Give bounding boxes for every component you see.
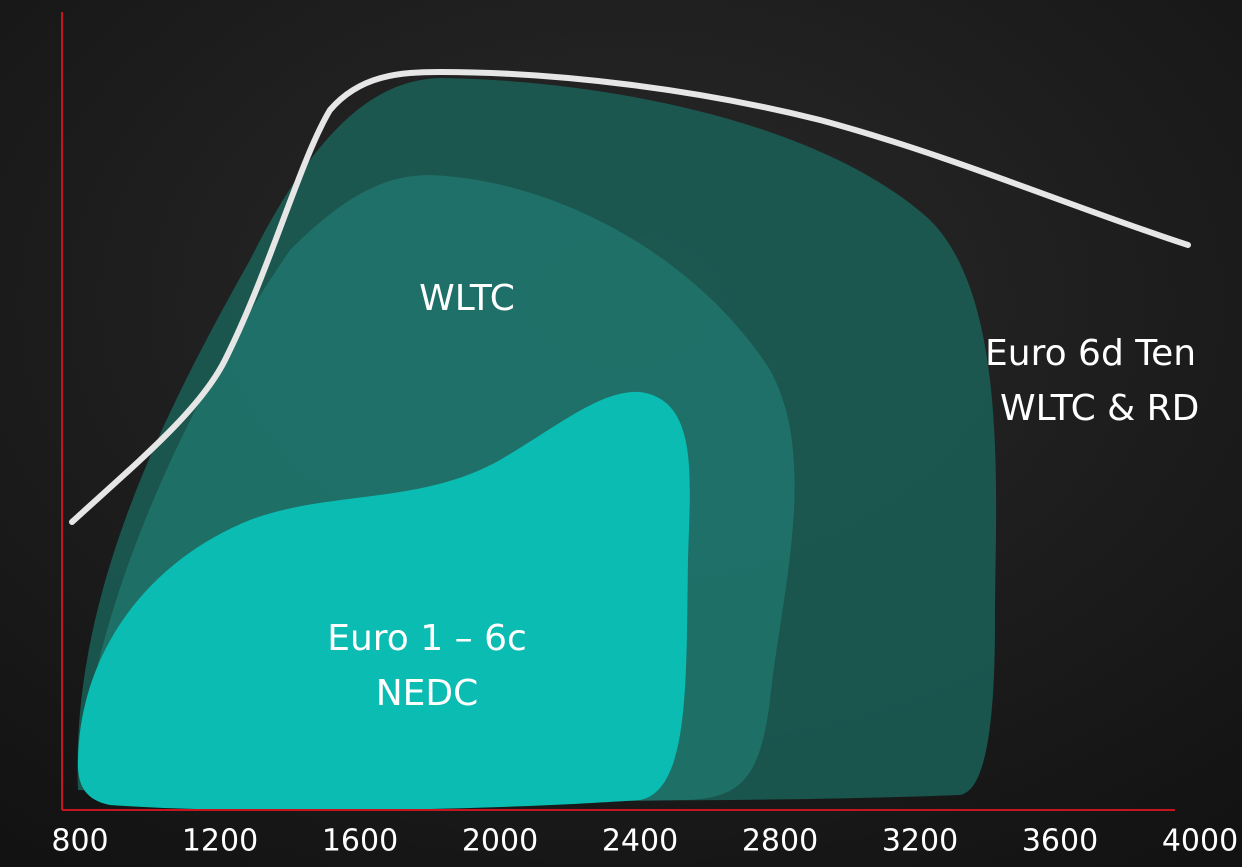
region-labels: Euro 6d Ten WLTC & RD WLTC Euro 1 – 6c N… <box>327 278 1199 714</box>
x-tick-label: 800 <box>51 824 108 859</box>
region-label: Euro 1 – 6c <box>327 618 527 659</box>
x-tick-label: 4000 <box>1162 824 1238 859</box>
region-nedc <box>77 391 690 811</box>
region-label: WLTC & RD <box>1000 388 1199 429</box>
region-label: WLTC <box>419 278 515 319</box>
x-tick-label: 2800 <box>742 824 818 859</box>
x-tick-label: 1200 <box>182 824 258 859</box>
x-tick-label: 1600 <box>322 824 398 859</box>
x-tick-label: 2000 <box>462 824 538 859</box>
x-tick-label: 3600 <box>1022 824 1098 859</box>
region-label: Euro 6d Ten <box>985 333 1196 374</box>
x-tick-label: 3200 <box>882 824 958 859</box>
region-label: NEDC <box>376 673 479 714</box>
x-tick-label: 2400 <box>602 824 678 859</box>
power-curve <box>69 68 1191 525</box>
